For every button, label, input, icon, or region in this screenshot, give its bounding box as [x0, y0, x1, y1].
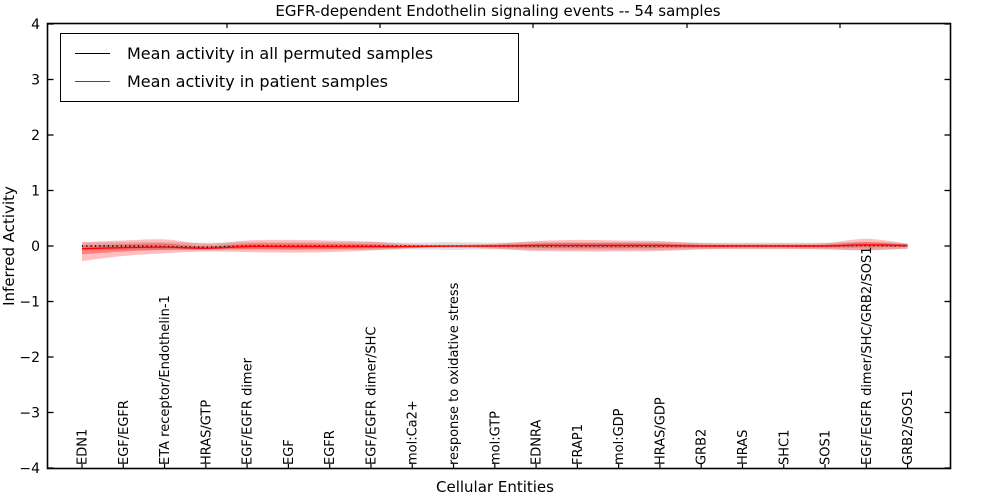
x-tick-label: EDN1 [76, 429, 91, 465]
x-tick-label: SHC1 [777, 430, 792, 465]
x-tick-label: SOS1 [819, 430, 834, 465]
y-tick-label: 4 [31, 17, 40, 33]
chart-title: EGFR-dependent Endothelin signaling even… [275, 2, 721, 20]
y-tick-label: 3 [31, 73, 40, 89]
patient-line-sample-icon [75, 80, 110, 82]
Mean-activity-in-patient-samples-line [81, 244, 908, 250]
y-tick-label: 1 [31, 184, 40, 200]
permuted-line-sample-icon [75, 52, 110, 54]
x-tick-label: mol:Ca2+ [406, 400, 421, 465]
patient-samples-range-outer-band [82, 238, 908, 261]
x-tick-label: EGF [282, 439, 297, 465]
legend-label-permuted: Mean activity in all permuted samples [127, 43, 434, 63]
x-tick-label: EGF/EGFR dimer/SHC/GRB2/SOS1 [860, 246, 875, 465]
x-tick-label: mol:GDP [612, 408, 627, 465]
x-tick-label: mol:GTP [488, 411, 503, 465]
x-tick-label: GRB2/SOS1 [901, 389, 916, 465]
legend-label-patient: Mean activity in patient samples [127, 71, 388, 91]
x-tick-label: HRAS/GDP [653, 397, 668, 465]
y-tick-label: −1 [19, 295, 40, 311]
x-tick-label: HRAS [736, 430, 751, 465]
y-tick-label: −2 [19, 350, 40, 366]
y-tick-label: −4 [19, 461, 40, 477]
patient-samples-range-inner-band [82, 242, 908, 255]
x-tick-label: EDNRA [530, 420, 545, 465]
x-tick-label: response to oxidative stress [447, 282, 462, 465]
x-tick-label: FRAP1 [571, 424, 586, 465]
legend-item-permuted: Mean activity in all permuted samples [75, 39, 518, 67]
x-tick-label: HRAS/GTP [199, 400, 214, 465]
y-axis-label: Inferred Activity [0, 186, 18, 306]
legend-item-patient: Mean activity in patient samples [75, 67, 518, 95]
x-tick-label: ETA receptor/Endothelin-1 [158, 295, 173, 465]
x-tick-label: EGF/EGFR dimer/SHC [364, 327, 379, 465]
legend: Mean activity in all permuted samples Me… [60, 33, 519, 102]
y-tick-label: 2 [31, 128, 40, 144]
x-tick-label: EGF/EGFR dimer [241, 357, 256, 465]
x-tick-label: GRB2 [695, 429, 710, 465]
x-tick-label: EGF/EGFR [117, 400, 132, 465]
y-tick-label: −3 [19, 406, 40, 422]
y-tick-label: 0 [31, 239, 40, 255]
x-axis-label: Cellular Entities [436, 478, 554, 496]
x-tick-label: EGFR [323, 430, 338, 465]
